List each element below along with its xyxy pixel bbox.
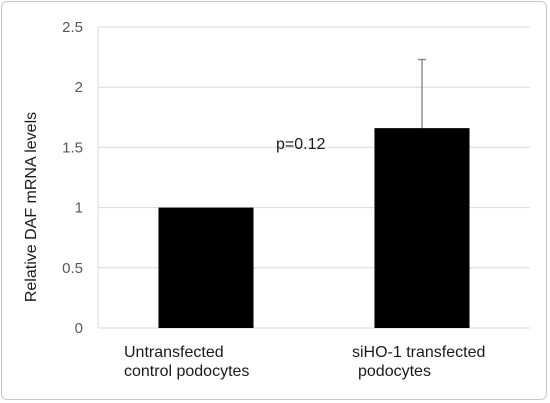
- bar: [158, 207, 254, 328]
- p-value-annotation: p=0.12: [276, 136, 325, 153]
- x-category-label: podocytes: [358, 363, 431, 380]
- error-bars: [418, 58, 426, 129]
- x-category-labels: Untransfected control podocytes siHO-1 tra…: [124, 344, 485, 380]
- bars: [158, 128, 470, 328]
- x-category-label: Untransfected: [124, 344, 224, 361]
- y-tick-label: 0: [75, 320, 83, 337]
- x-category-label: control podocytes: [124, 363, 249, 380]
- y-tick-labels: 0 0.5 1 1.5 2 2.5: [62, 19, 83, 337]
- y-tick-label: 1.5: [62, 139, 83, 156]
- y-tick-label: 1: [75, 200, 83, 217]
- y-axis-label: Relative DAF mRNA levels: [23, 112, 40, 302]
- y-tick-label: 2.5: [62, 19, 83, 36]
- x-category-label: siHO-1 transfected: [352, 344, 485, 361]
- bar: [374, 128, 470, 328]
- y-tick-label: 0.5: [62, 260, 83, 277]
- y-tick-label: 2: [75, 79, 83, 96]
